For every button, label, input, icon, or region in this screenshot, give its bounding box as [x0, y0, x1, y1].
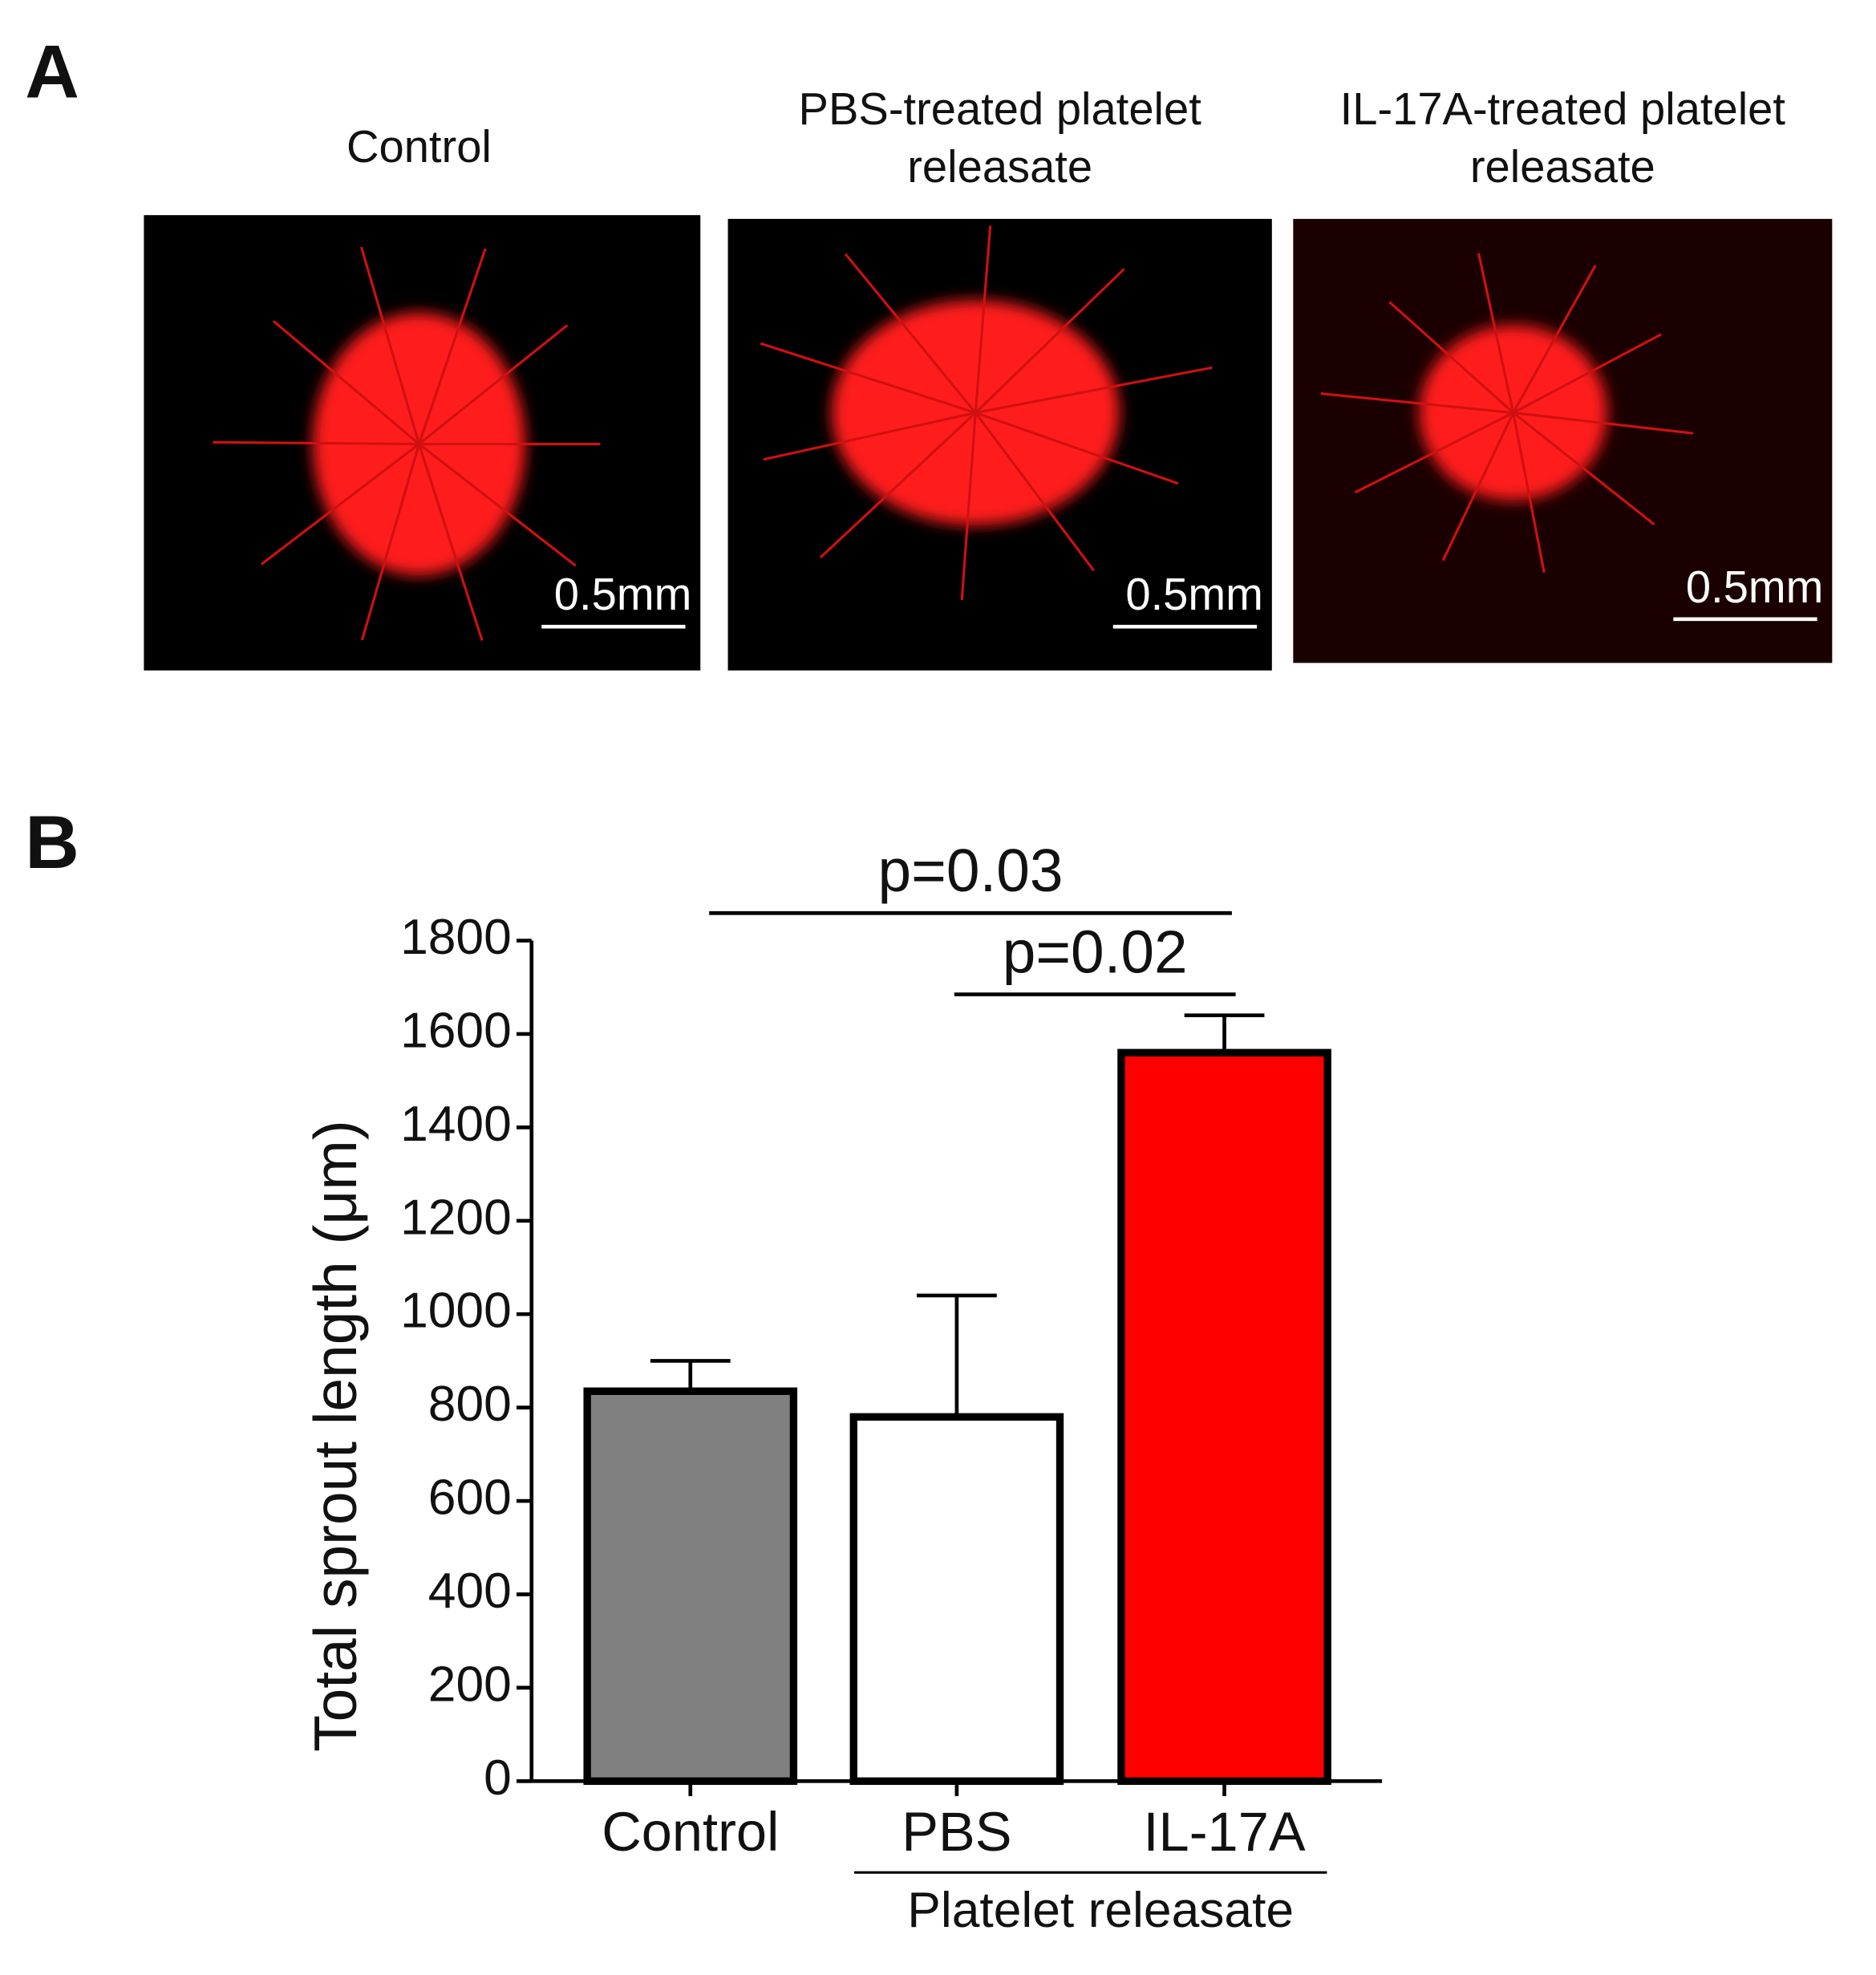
sprout	[359, 246, 420, 444]
y-tick-label: 200	[428, 1657, 512, 1712]
significance-label: p=0.02	[1003, 919, 1188, 986]
y-tick-label: 0	[484, 1750, 512, 1806]
y-tick-label: 1200	[400, 1190, 512, 1245]
y-tick-label: 1800	[400, 910, 512, 965]
sprout	[261, 443, 420, 566]
sprout	[417, 248, 487, 445]
significance-label: p=0.03	[878, 837, 1064, 904]
y-tick-label: 1000	[400, 1284, 512, 1339]
image-title: releasate	[907, 141, 1092, 192]
x-tick-label: IL-17A	[1144, 1801, 1306, 1863]
scale-label: 0.5mm	[1125, 569, 1263, 619]
panel-label: B	[25, 800, 79, 884]
group-label: Platelet releasate	[907, 1883, 1294, 1938]
sprout	[974, 225, 992, 413]
y-tick-label: 1600	[400, 1003, 512, 1058]
image-title: Control	[346, 121, 492, 172]
sprout	[1513, 411, 1694, 435]
sprout	[1477, 253, 1515, 413]
sprout	[272, 320, 420, 445]
x-tick-label: Control	[602, 1801, 779, 1863]
sprout	[1354, 412, 1514, 494]
sprout	[1388, 301, 1514, 414]
x-tick-label: PBS	[902, 1801, 1011, 1863]
y-tick-label: 400	[428, 1563, 512, 1619]
sprout	[1512, 412, 1546, 574]
bar	[583, 1387, 798, 1785]
sprout	[974, 412, 1179, 485]
sprout	[960, 412, 977, 601]
y-tick-label: 1400	[400, 1097, 512, 1152]
sprout	[1512, 412, 1655, 525]
scale-label: 0.5mm	[1686, 562, 1824, 612]
panel-label: A	[25, 29, 79, 113]
y-tick-label: 800	[428, 1377, 512, 1432]
sprout	[1441, 412, 1515, 562]
sprout	[763, 412, 976, 461]
sprout	[417, 444, 484, 641]
sprout	[974, 412, 1095, 572]
image-title: PBS-treated platelet	[799, 83, 1202, 134]
image-title: IL-17A-treated platelet	[1340, 83, 1786, 134]
y-axis-title: Total sprout length (μm)	[302, 1120, 369, 1752]
sprout	[974, 268, 1125, 414]
sprout	[1513, 333, 1662, 414]
sprout	[974, 366, 1213, 415]
sprout	[1512, 265, 1597, 414]
sprout	[819, 412, 977, 559]
image-title: releasate	[1470, 141, 1655, 192]
scale-label: 0.5mm	[554, 569, 692, 619]
y-tick-label: 600	[428, 1470, 512, 1526]
sprout	[1320, 392, 1513, 415]
bar	[1117, 1048, 1331, 1785]
sprout	[418, 443, 577, 567]
sprout	[760, 342, 976, 415]
sprout	[213, 440, 419, 446]
sprout	[844, 253, 977, 414]
sprout	[418, 324, 569, 445]
sprout	[360, 444, 420, 641]
bar	[849, 1413, 1064, 1785]
